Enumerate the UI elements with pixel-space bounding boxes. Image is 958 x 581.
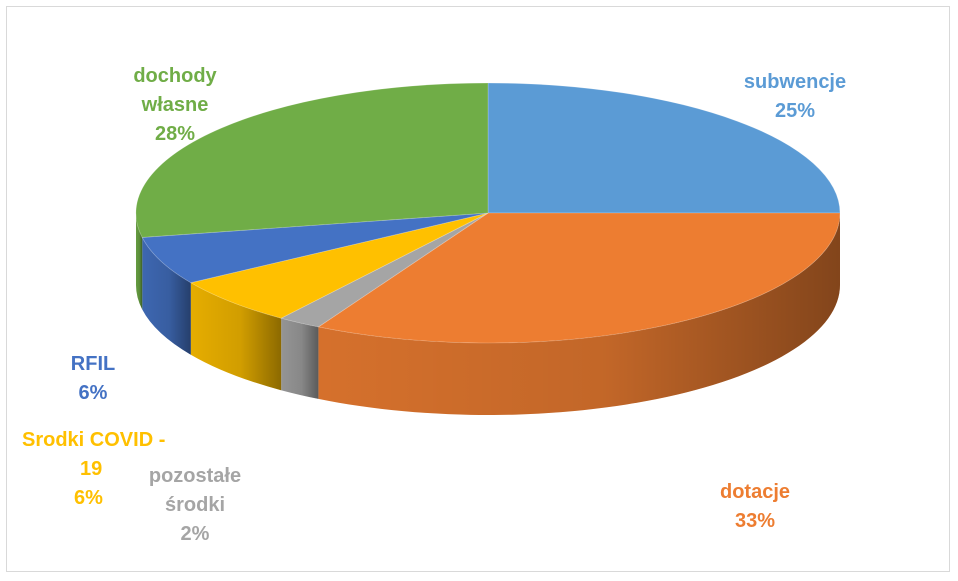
label-rfil-name: RFIL bbox=[70, 353, 116, 375]
pie-side-shade-3 bbox=[190, 282, 282, 391]
label-pozostale-line2: środki bbox=[164, 494, 226, 516]
pie-side-shade-5 bbox=[135, 213, 143, 310]
label-dochody-wlasne: dochody własne 28% bbox=[100, 62, 250, 149]
pie-slice-2 bbox=[279, 212, 489, 328]
label-rfil: RFIL 6% bbox=[48, 350, 138, 408]
pie-slice-0 bbox=[487, 82, 841, 214]
label-dotacje-name: dotacje bbox=[719, 481, 791, 503]
label-pozostale-value: 2% bbox=[180, 523, 210, 545]
label-dochody-line2: własne bbox=[141, 94, 209, 116]
pie-slice-4 bbox=[141, 212, 489, 284]
label-pozostale-line1: pozostałe bbox=[148, 465, 242, 487]
label-rfil-value: 6% bbox=[78, 382, 108, 404]
label-subwencje-name: subwencje bbox=[743, 71, 847, 93]
pie-side-shade-1 bbox=[318, 213, 840, 415]
label-covid-line1: Srodki COVID - bbox=[22, 429, 166, 451]
label-covid-value: 6% bbox=[74, 487, 103, 509]
pie-side-shade-4 bbox=[142, 237, 191, 355]
label-dotacje-value: 33% bbox=[734, 510, 776, 532]
label-pozostale-srodki: pozostałe środki 2% bbox=[120, 462, 270, 549]
label-dochody-line1: dochody bbox=[133, 65, 217, 87]
pie-side-walls bbox=[135, 213, 840, 415]
pie-top-faces bbox=[135, 82, 841, 344]
pie-slice-5 bbox=[135, 82, 489, 238]
label-covid-line2: 19 bbox=[80, 458, 103, 480]
label-srodki-covid: Srodki COVID - 19 6% bbox=[22, 426, 165, 513]
label-dotacje: dotacje 33% bbox=[680, 478, 830, 536]
pie-side-shade-2 bbox=[281, 318, 319, 399]
pie-slice-1 bbox=[317, 212, 841, 344]
label-dochody-value: 28% bbox=[154, 123, 196, 145]
label-subwencje-value: 25% bbox=[774, 100, 816, 122]
label-subwencje: subwencje 25% bbox=[720, 68, 870, 126]
pie-slice-3 bbox=[189, 212, 489, 319]
